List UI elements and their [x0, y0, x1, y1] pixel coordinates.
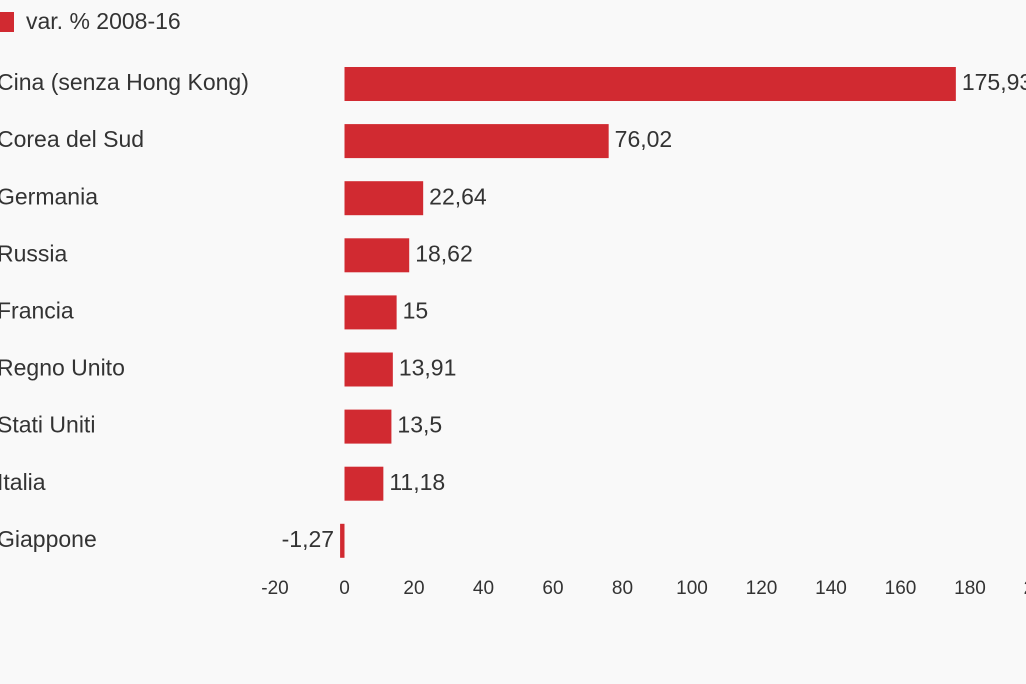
value-label: 13,91 [399, 355, 457, 381]
category-label: Germania [0, 183, 98, 209]
legend-label: var. % 2008-16 [26, 8, 181, 34]
x-tick-label: 60 [542, 578, 563, 599]
category-label: Stati Uniti [0, 412, 95, 438]
bar [344, 181, 424, 216]
bar [344, 124, 609, 159]
category-label: Russia [0, 240, 68, 266]
bar [344, 238, 410, 273]
x-tick-label: 140 [815, 578, 847, 599]
bar [344, 409, 392, 444]
category-label: Francia [0, 297, 74, 323]
value-label: 13,5 [397, 412, 442, 438]
legend-swatch [0, 12, 14, 32]
bar [344, 67, 956, 101]
value-label: 15 [403, 297, 429, 323]
x-tick-label: 180 [954, 578, 986, 599]
x-tick-label: 120 [746, 578, 778, 599]
category-label: Corea del Sud [0, 126, 144, 152]
category-label: Giappone [0, 526, 97, 552]
value-label: -1,27 [282, 526, 334, 552]
value-label: 76,02 [615, 126, 673, 152]
value-label: 175,93 [962, 69, 1026, 95]
bar [344, 295, 397, 330]
category-label: Italia [0, 469, 46, 495]
x-tick-label: 160 [885, 578, 917, 599]
value-label: 22,64 [429, 183, 487, 209]
x-tick-label: 20 [403, 578, 424, 599]
x-tick-label: 40 [473, 578, 494, 599]
x-tick-label: 100 [676, 578, 708, 599]
value-label: 11,18 [389, 469, 445, 495]
bar [344, 352, 393, 387]
x-tick-label: 0 [339, 578, 350, 599]
bar [340, 523, 345, 558]
x-tick-label: 200 [1024, 578, 1026, 599]
category-label: Cina (senza Hong Kong) [0, 69, 249, 95]
value-label: 18,62 [415, 240, 473, 266]
bar [344, 466, 384, 501]
x-tick-label: 80 [612, 578, 633, 599]
category-label: Regno Unito [0, 355, 125, 381]
x-tick-label: -20 [261, 578, 288, 599]
